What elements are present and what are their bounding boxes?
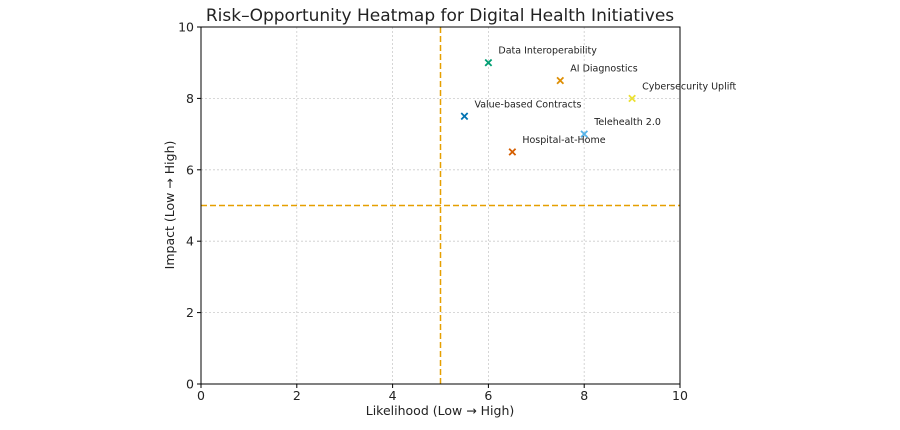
data-point: Hospital-at-Home — [508, 135, 606, 156]
y-tick-label: 4 — [186, 234, 194, 249]
chart-title: Risk–Opportunity Heatmap for Digital Hea… — [206, 6, 674, 26]
x-tick-label: 10 — [672, 388, 688, 403]
x-marker — [580, 130, 589, 138]
x-marker — [556, 76, 565, 85]
x-marker — [460, 112, 469, 121]
y-tick-label: 10 — [178, 20, 194, 35]
data-points: AI Diagnostics Telehealth 2.0 Data Interop… — [460, 46, 737, 156]
plot-frame — [200, 26, 681, 385]
data-point: Telehealth 2.0 — [580, 117, 661, 138]
x-tick-label: 6 — [484, 388, 492, 403]
point-label: Hospital-at-Home — [522, 135, 605, 146]
point-label: Data Interoperability — [498, 46, 597, 57]
x-marker — [628, 94, 636, 103]
data-point: AI Diagnostics — [556, 64, 638, 85]
x-marker — [508, 148, 517, 156]
x-axis-label: Likelihood (Low → High) — [366, 403, 515, 418]
point-label: AI Diagnostics — [570, 64, 637, 75]
axis-ticks: 0 2 4 6 8 10 0 2 4 6 8 10 — [178, 20, 688, 404]
y-tick-label: 6 — [186, 162, 194, 177]
x-tick-label: 8 — [580, 388, 588, 403]
x-tick-label: 2 — [293, 388, 301, 403]
y-tick-label: 8 — [186, 91, 194, 106]
reference-lines — [201, 27, 680, 384]
y-axis-label: Impact (Low → High) — [162, 141, 177, 270]
point-label: Cybersecurity Uplift — [642, 81, 736, 92]
y-tick-label: 2 — [186, 305, 194, 320]
x-marker — [484, 58, 493, 67]
x-tick-label: 4 — [389, 388, 397, 403]
x-tick-label: 0 — [197, 388, 205, 403]
data-point: Cybersecurity Uplift — [628, 81, 737, 103]
point-label: Telehealth 2.0 — [593, 117, 661, 128]
data-point: Data Interoperability — [484, 46, 597, 67]
point-label: Value-based Contracts — [474, 99, 581, 110]
y-tick-label: 0 — [186, 377, 194, 392]
data-point: Value-based Contracts — [460, 99, 582, 121]
